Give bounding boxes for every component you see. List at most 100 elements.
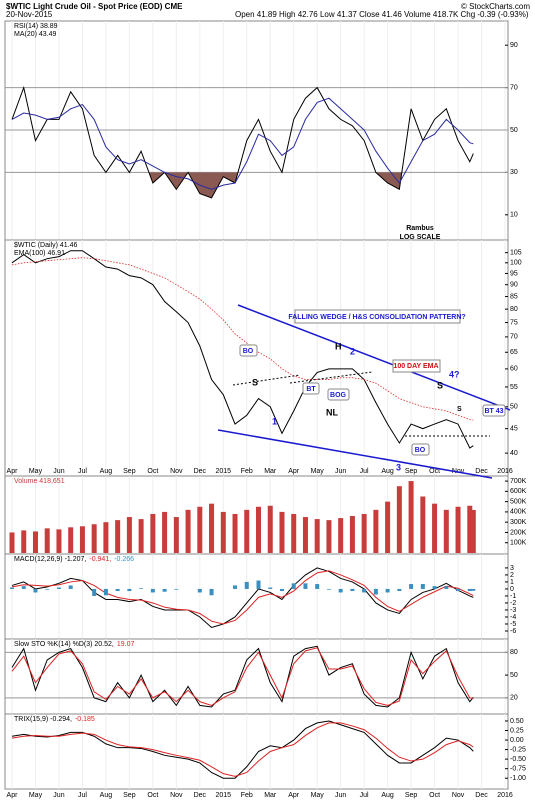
x-tick-label: Jun [53, 792, 64, 799]
bar [373, 588, 378, 595]
bar [420, 584, 425, 589]
y-tick-label: -3 [510, 607, 516, 614]
y-tick-label: 90 [510, 42, 518, 49]
callout-box [327, 388, 350, 401]
y-tick-label: 0.25 [510, 727, 524, 734]
wedge-top [237, 304, 511, 411]
bar [409, 584, 414, 589]
bar [103, 588, 108, 596]
legend-entry: EMA(100) 46.91 [14, 250, 65, 257]
bar [91, 524, 97, 553]
callout-box [392, 359, 441, 373]
bar [467, 588, 472, 592]
y-tick-label: -4 [510, 614, 516, 621]
x-tick-label: Sep [123, 792, 136, 799]
x-tick-label: Dec [194, 792, 207, 799]
quote: Open 41.89 High 42.76 Low 41.37 Close 41… [235, 10, 529, 19]
x-tick-label: May [311, 468, 325, 475]
y-tick-label: 85 [510, 293, 518, 300]
y-tick-label: 65 [510, 349, 518, 356]
bar [244, 509, 250, 553]
bar [103, 522, 109, 553]
neckline [232, 374, 301, 386]
y-tick-label: 0.00 [510, 737, 524, 744]
neckline [289, 371, 373, 384]
y-tick-label: 40 [510, 450, 518, 457]
bar [139, 588, 144, 589]
bar [197, 506, 203, 553]
bar [349, 516, 355, 553]
annotation: NL [326, 407, 338, 417]
x-tick-label: Mar [264, 468, 277, 475]
y-tick-label: -1 [510, 593, 516, 600]
y-tick-label: 50 [510, 672, 518, 679]
bar [432, 503, 438, 553]
x-tick-label: May [29, 468, 43, 475]
bar [444, 586, 449, 589]
y-tick-label: 2 [510, 572, 514, 579]
y-tick-label: 50 [510, 127, 518, 134]
y-tick-label: -1.00 [510, 775, 526, 782]
legend-entry: -0.941, [89, 556, 111, 563]
callout-box [239, 344, 258, 357]
bar [56, 587, 61, 589]
x-tick-label: Apr [7, 792, 19, 799]
legend-entry: RSI(14) 38.89 [14, 23, 58, 30]
bar [471, 588, 476, 591]
x-tick-label: May [311, 792, 325, 799]
y-tick-label: 20 [510, 695, 518, 702]
y-tick-label: 80 [510, 649, 518, 656]
series-line [11, 85, 474, 199]
wedge-bottom [217, 429, 493, 479]
y-tick-label: 90 [510, 282, 518, 289]
annotation: BO [243, 348, 254, 355]
y-tick-label: -0.25 [510, 746, 526, 753]
annotation: S [252, 377, 258, 387]
bar [470, 509, 476, 553]
legend-entry: MA(20) 43.49 [14, 31, 57, 38]
y-tick-label: 95 [510, 270, 518, 277]
bar [256, 580, 261, 589]
date: 20-Nov-2015 [6, 10, 53, 19]
y-tick-label: 30 [510, 169, 518, 176]
legend-entry: Slow STO %K(14) %D(3) 20.52, [14, 641, 114, 648]
bar [21, 530, 27, 553]
x-tick-label: Oct [429, 792, 440, 799]
x-tick-label: Jul [360, 468, 369, 475]
bar [315, 584, 320, 589]
annotation: BO [415, 447, 426, 454]
legend: Volume 418,651 [14, 478, 65, 485]
bar [174, 588, 179, 590]
x-tick-label: 2015 [215, 792, 231, 799]
y-tick-label: 70 [510, 334, 518, 341]
bar [420, 496, 426, 553]
credit: © StockCharts.com [461, 2, 530, 11]
x-tick-label: May [29, 792, 43, 799]
bar [150, 513, 156, 553]
bar [279, 511, 285, 553]
series-line [11, 250, 474, 449]
bar [456, 588, 461, 592]
y-tick-label: 100 [510, 260, 522, 267]
bar [9, 532, 15, 553]
bar [326, 588, 331, 590]
bar [79, 526, 85, 553]
bar [127, 588, 132, 592]
y-tick-label: 100K [510, 540, 527, 547]
y-tick-label: -6 [510, 628, 516, 635]
x-tick-label: Jun [335, 468, 346, 475]
x-tick-label: Apr [288, 468, 300, 475]
bar [326, 520, 332, 553]
x-tick-label: Aug [381, 468, 394, 475]
bar [350, 588, 355, 592]
series-line [11, 570, 474, 625]
y-tick-label: 50 [510, 404, 518, 411]
bar [267, 505, 273, 553]
x-tick-label: Oct [147, 792, 158, 799]
x-tick-label: Nov [452, 792, 465, 799]
legend-entry: Volume 418,651 [14, 478, 65, 485]
x-tick-label: Apr [288, 792, 300, 799]
bar [209, 588, 214, 596]
bar [45, 588, 50, 590]
legend-entry: $WTIC (Daily) 41.46 [14, 242, 78, 249]
